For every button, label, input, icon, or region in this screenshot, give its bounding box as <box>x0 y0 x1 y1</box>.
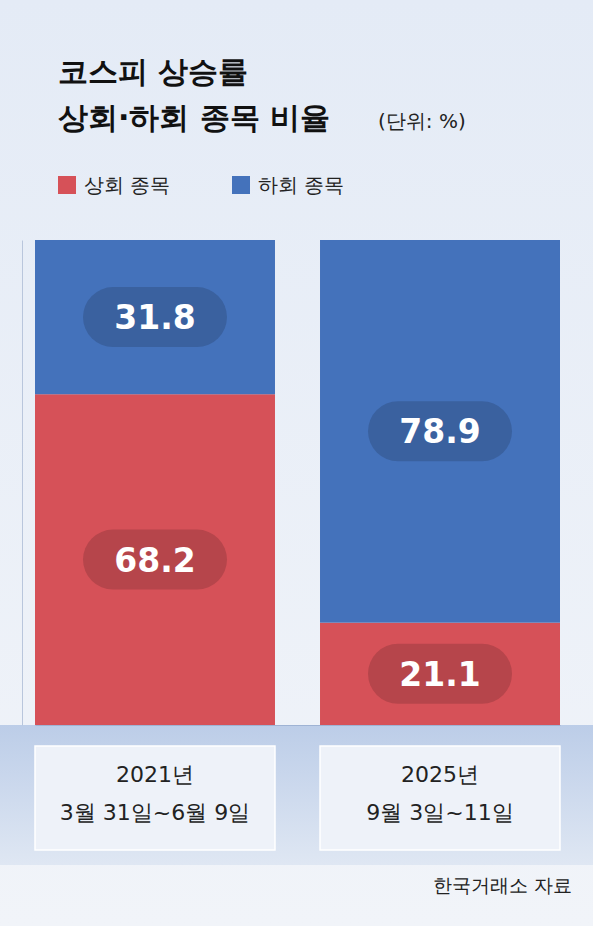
title: 코스피 상승률상회·하회 종목 비율 <box>58 54 330 135</box>
data-label: 68.2 <box>83 530 227 590</box>
background <box>0 0 593 926</box>
legend-item: 하회 종목 <box>232 173 344 197</box>
axis-line <box>36 725 561 726</box>
legend-swatch <box>58 176 76 194</box>
label-pill <box>83 530 227 590</box>
label-pill <box>368 401 512 461</box>
axis-line <box>22 241 23 726</box>
label-pill <box>368 644 512 704</box>
data-label-text: 68.2 <box>114 541 195 580</box>
y-axis <box>22 241 23 726</box>
category-box <box>35 746 275 850</box>
data-label-text: 31.8 <box>114 298 195 337</box>
bar <box>320 623 560 725</box>
data-label: 78.9 <box>368 401 512 461</box>
tick: 2021년3월 31일~6월 9일 <box>60 725 250 825</box>
legend-label: 상회 종목 <box>84 173 170 197</box>
label-pill <box>83 287 227 347</box>
bar <box>35 394 275 725</box>
bar <box>35 240 275 394</box>
legend-label: 하회 종목 <box>258 173 344 197</box>
tick-label: 2025년9월 3일~11일 <box>366 762 513 825</box>
category-box <box>320 746 560 850</box>
plot-area <box>35 240 560 725</box>
x-axis: 2021년3월 31일~6월 9일 2025년9월 3일~11일 <box>36 725 561 825</box>
label-band <box>0 725 593 865</box>
data-label-text: 78.9 <box>399 412 480 451</box>
legend-swatch <box>232 176 250 194</box>
data-label: 21.1 <box>368 644 512 704</box>
legend-item: 상회 종목 <box>58 173 170 197</box>
bar <box>320 240 560 623</box>
data-label-text: 21.1 <box>399 655 480 694</box>
source: 한국거래소 자료 <box>433 874 572 896</box>
chart: 코스피 상승률상회·하회 종목 비율 (단위: %) 상회 종목 하회 종목 68.2 2… <box>0 0 593 926</box>
tick-label: 2021년3월 31일~6월 9일 <box>60 762 250 825</box>
data-label: 31.8 <box>83 287 227 347</box>
tick: 2025년9월 3일~11일 <box>366 725 513 825</box>
subtitle: (단위: %) <box>378 109 466 133</box>
